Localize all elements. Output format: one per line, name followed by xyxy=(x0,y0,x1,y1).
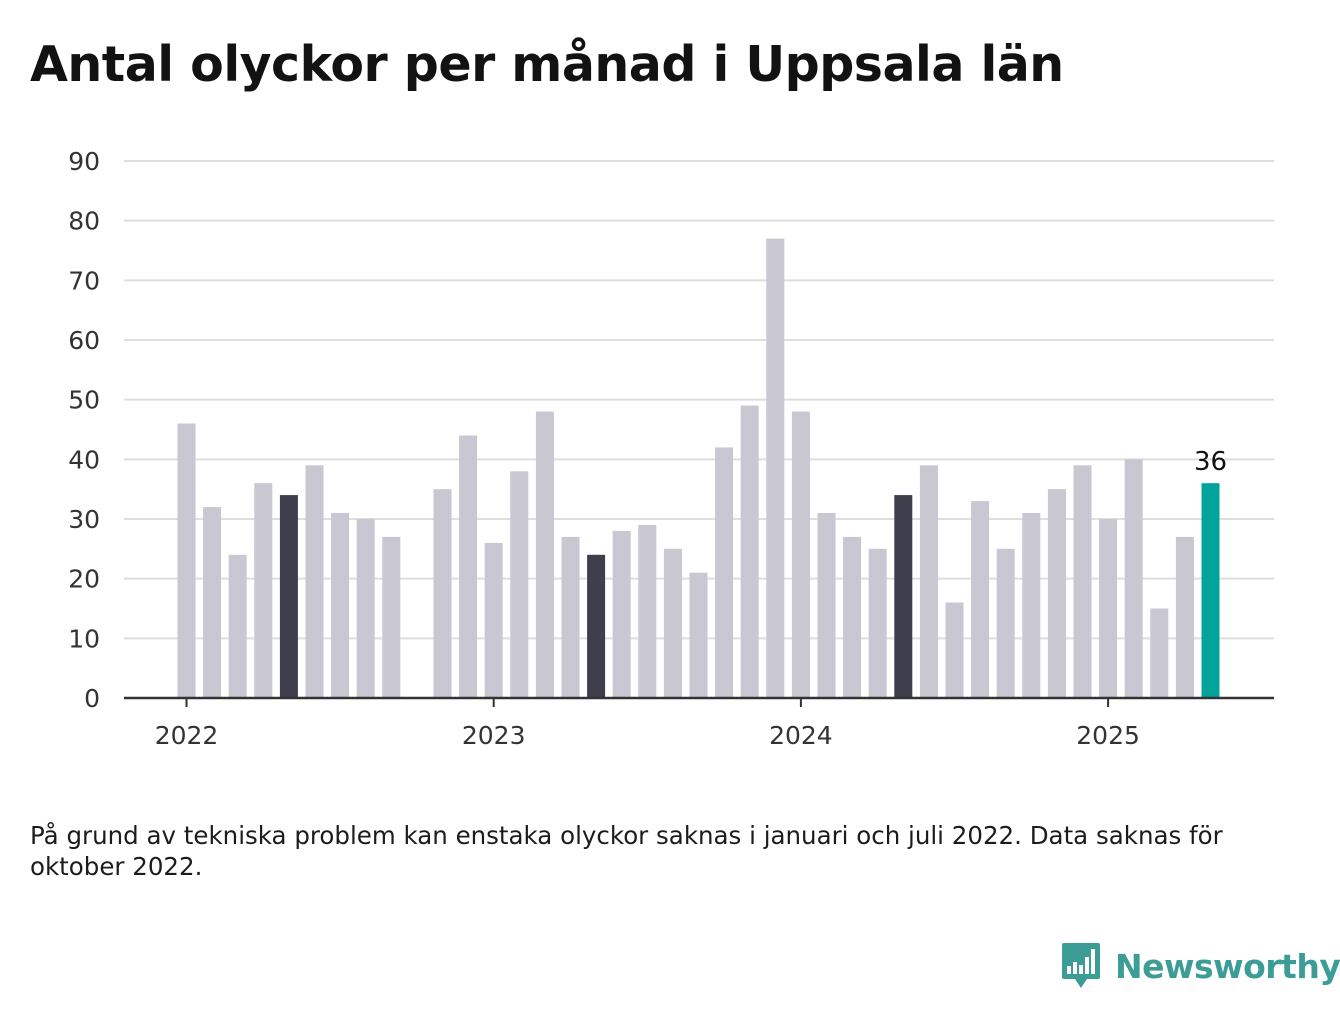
bar-2025-02 xyxy=(1124,459,1143,698)
y-tick-label: 50 xyxy=(68,386,100,415)
y-tick-label: 80 xyxy=(68,207,100,236)
bar-2023-09 xyxy=(689,572,708,698)
y-tick-label: 90 xyxy=(68,147,100,176)
bar-2022-09 xyxy=(382,536,401,698)
latest-value-label: 36 xyxy=(1194,447,1227,477)
bar-2025-04 xyxy=(1175,536,1194,698)
bar-2024-01 xyxy=(791,411,810,698)
brand-name: Newsworthy xyxy=(1115,946,1340,986)
footnote: På grund av tekniska problem kan enstaka… xyxy=(30,821,1223,881)
bar-2024-09 xyxy=(996,548,1015,698)
x-tick-label: 2023 xyxy=(462,721,526,750)
bar-2023-05 xyxy=(587,554,606,698)
bar-2025-05 xyxy=(1201,483,1220,698)
bar-2024-07 xyxy=(945,602,964,698)
bar-2023-10 xyxy=(715,447,734,698)
bar-series xyxy=(177,238,1220,698)
bar-2024-06 xyxy=(919,465,938,698)
bar-2022-03 xyxy=(228,554,247,698)
chart-title: Antal olyckor per månad i Uppsala län xyxy=(30,36,1064,93)
bar-2023-12 xyxy=(766,238,785,698)
bar-chart: 0 10 20 30 40 50 60 70 80 90 2022 2023 2024 2025 36 xyxy=(68,147,1274,750)
bar-2022-05 xyxy=(279,495,298,698)
bar-2024-04 xyxy=(868,548,887,698)
y-tick-label: 0 xyxy=(84,684,100,713)
bar-2022-12 xyxy=(459,435,478,698)
bar-2024-05 xyxy=(894,495,913,698)
bar-2023-11 xyxy=(740,405,759,698)
bar-2023-02 xyxy=(510,471,529,698)
x-axis: 2022 2023 2024 2025 xyxy=(124,696,1274,750)
bar-2022-07 xyxy=(331,513,350,698)
bar-2023-03 xyxy=(535,411,554,698)
y-tick-label: 70 xyxy=(68,266,100,295)
bar-2022-11 xyxy=(433,489,452,698)
x-tick-label: 2024 xyxy=(769,721,833,750)
bar-2024-08 xyxy=(971,501,990,698)
bar-2025-01 xyxy=(1099,519,1118,698)
y-tick-label: 10 xyxy=(68,624,100,653)
bar-2022-01 xyxy=(177,423,196,698)
bar-2025-03 xyxy=(1150,608,1169,698)
bar-2024-02 xyxy=(817,513,836,698)
x-tick-label: 2022 xyxy=(155,721,219,750)
bar-2024-10 xyxy=(1022,513,1041,698)
bar-2023-01 xyxy=(484,542,503,698)
y-tick-label: 30 xyxy=(68,505,100,534)
bar-2023-07 xyxy=(638,525,657,698)
y-axis-ticks: 0 10 20 30 40 50 60 70 80 90 xyxy=(68,147,100,713)
y-tick-label: 40 xyxy=(68,445,100,474)
y-tick-label: 20 xyxy=(68,565,100,594)
bar-2023-04 xyxy=(561,536,580,698)
data-labels: 36 xyxy=(1194,447,1227,477)
bar-2024-12 xyxy=(1073,465,1092,698)
x-tick-label: 2025 xyxy=(1076,721,1140,750)
newsworthy-chart-bubble-icon xyxy=(1062,943,1100,988)
bar-2022-04 xyxy=(254,483,273,698)
bar-2023-08 xyxy=(663,548,682,698)
bar-2022-06 xyxy=(305,465,324,698)
y-tick-label: 60 xyxy=(68,326,100,355)
bar-2023-06 xyxy=(612,530,631,698)
bar-2024-03 xyxy=(843,536,862,698)
bar-2024-11 xyxy=(1047,489,1066,698)
bar-2022-02 xyxy=(203,507,222,698)
brand-logo: Newsworthy xyxy=(1061,940,1340,992)
bar-2022-08 xyxy=(356,519,375,698)
